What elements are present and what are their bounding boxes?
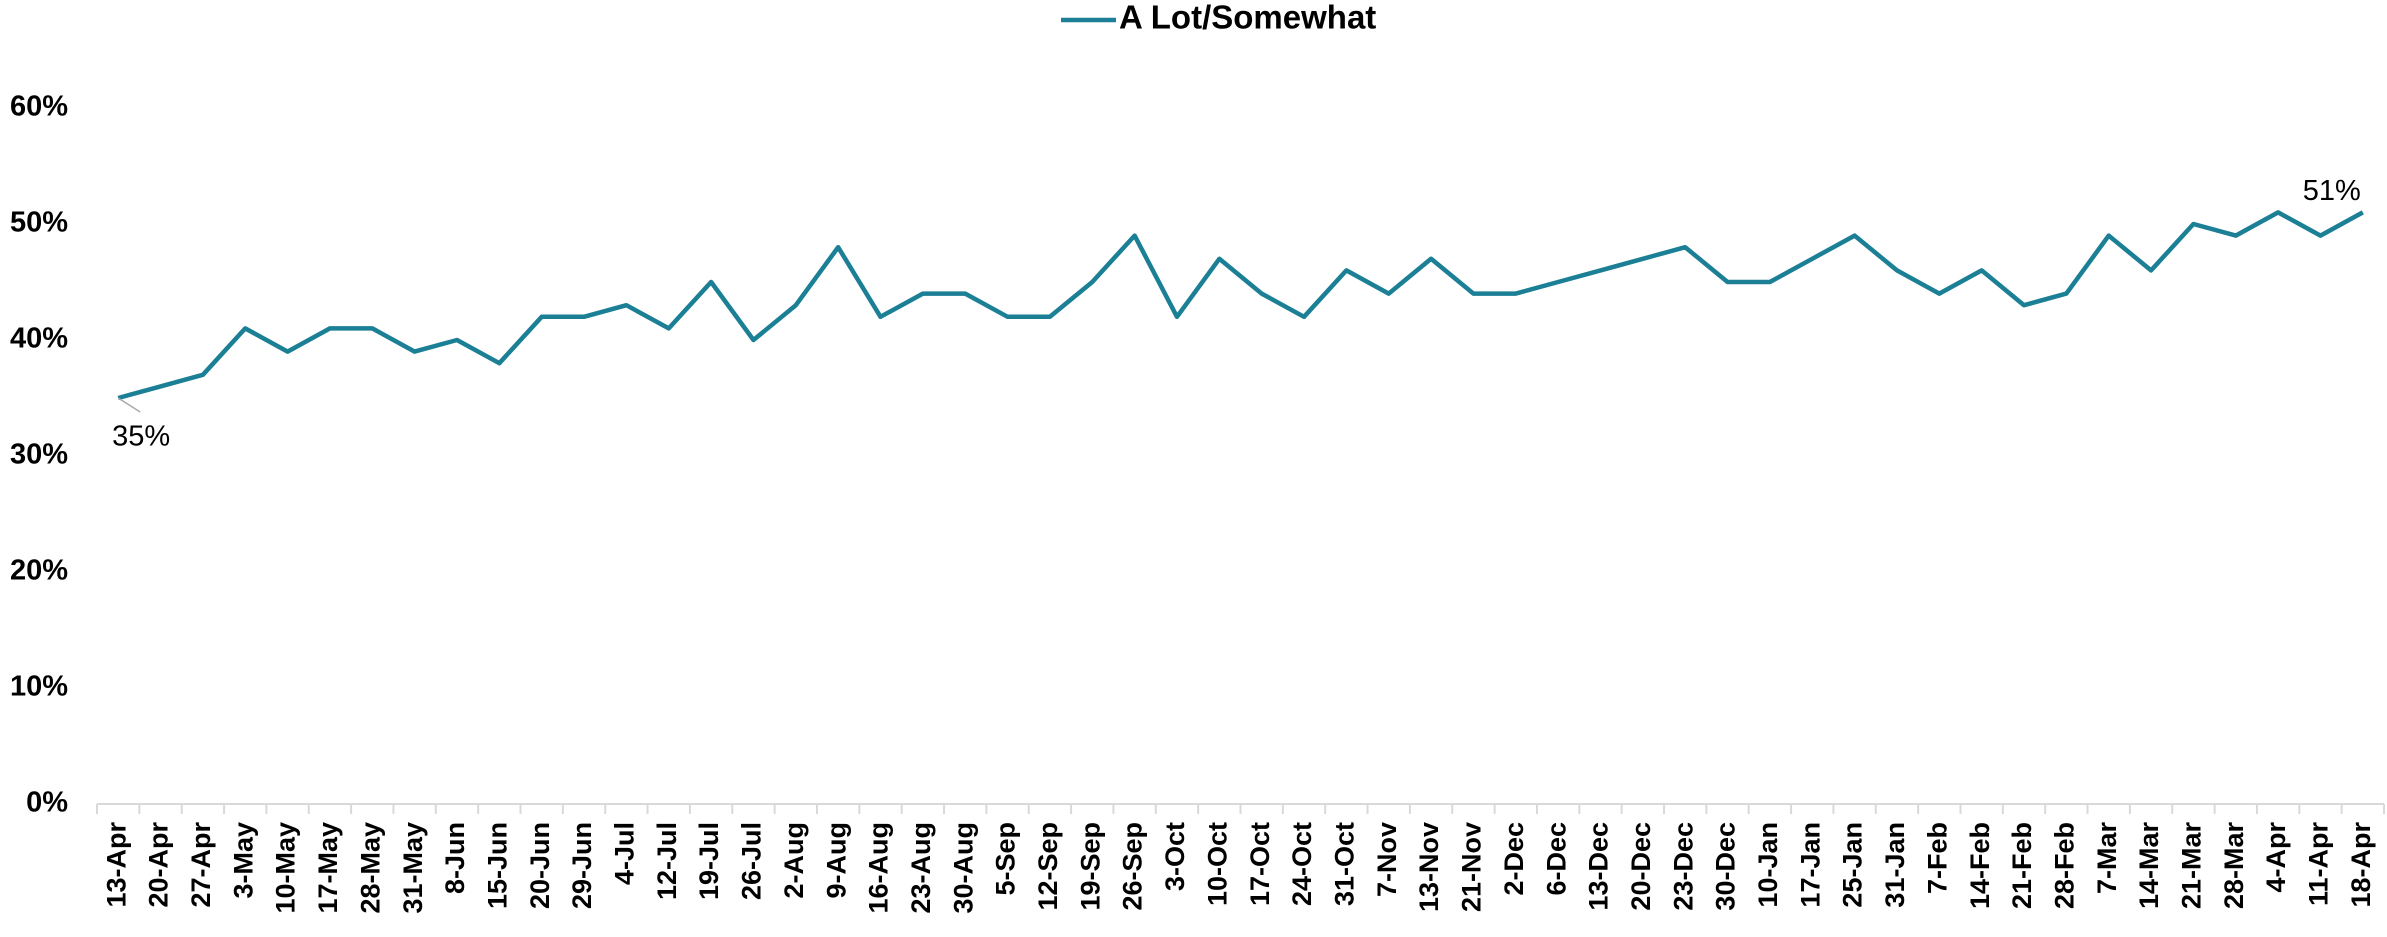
data-label: 35% [112,421,170,453]
x-tick-label: 23-Aug [906,822,936,914]
x-tick-label: 29-Jun [567,822,597,909]
x-tick-label: 10-Oct [1202,822,1232,906]
y-tick-label: 40% [10,323,68,355]
x-tick-label: 13-Nov [1414,822,1444,912]
label-leader [117,397,141,413]
y-tick-label: 50% [10,207,68,239]
x-tick-label: 3-Oct [1160,822,1190,891]
x-tick-label: 23-Dec [1668,822,1698,911]
y-tick-label: 30% [10,439,68,471]
x-tick-label: 19-Jul [694,822,724,900]
x-tick-label: 31-Oct [1330,822,1360,906]
x-tick-label: 20-Jun [525,822,555,909]
x-tick-label: 17-May [313,822,343,914]
x-tick-label: 14-Mar [2134,822,2164,910]
series-line [117,210,2364,401]
x-tick-label: 21-Feb [2007,822,2037,909]
x-tick-label: 16-Aug [864,822,894,914]
x-tick-label: 10-Jan [1753,822,1783,908]
y-tick-label: 20% [10,555,68,587]
x-tick-label: 31-May [398,822,428,914]
x-tick-label: 7-Mar [2092,822,2122,895]
x-tick-label: 18-Apr [2346,822,2376,908]
x-tick-label: 17-Jan [1795,822,1825,908]
x-tick-label: 8-Jun [440,822,470,894]
x-tick-label: 15-Jun [482,822,512,909]
x-tick-label: 2-Aug [779,822,809,899]
x-tick-label: 7-Feb [1922,822,1952,894]
x-tick-label: 7-Nov [1372,822,1402,897]
x-tick-label: 31-Jan [1880,822,1910,908]
data-label: 51% [2303,175,2361,207]
x-tick-label: 30-Aug [948,822,978,914]
y-tick-label: 0% [26,787,68,819]
x-tick-label: 13-Dec [1584,822,1614,911]
x-tick-label: 20-Dec [1626,822,1656,911]
x-tick-label: 24-Oct [1287,822,1317,906]
x-tick-label: 14-Feb [1965,822,1995,909]
x-tick-label: 17-Oct [1245,822,1275,906]
x-tick-label: 4-Jul [610,822,640,885]
x-tick-label: 25-Jan [1838,822,1868,908]
x-tick-label: 19-Sep [1075,822,1105,911]
x-tick-label: 6-Dec [1541,822,1571,896]
x-tick-label: 28-Feb [2049,822,2079,909]
x-tick-label: 11-Apr [2304,822,2334,907]
x-tick-label: 12-Jul [652,822,682,900]
x-tick-label: 27-Apr [186,822,216,908]
x-tick-label: 26-Jul [737,822,767,900]
x-tick-label: 20-Apr [144,822,174,908]
x-tick-label: 28-May [355,822,385,914]
x-tick-label: 13-Apr [101,822,131,908]
y-tick-label: 10% [10,671,68,703]
x-tick-label: 30-Dec [1711,822,1741,911]
legend-label: A Lot/Somewhat [1119,0,1376,36]
x-tick-label: 28-Mar [2219,822,2249,910]
x-tick-label: 2-Dec [1499,822,1529,896]
x-tick-label: 3-May [228,822,258,899]
x-tick-label: 5-Sep [991,822,1021,896]
x-tick-label: 4-Apr [2261,822,2291,893]
x-tick-label: 9-Aug [821,822,851,899]
x-tick-label: 10-May [271,822,301,914]
x-tick-label: 26-Sep [1118,822,1148,911]
y-tick-label: 60% [10,91,68,123]
x-tick-label: 21-Mar [2177,822,2207,910]
x-tick-label: 21-Nov [1457,822,1487,912]
x-tick-label: 12-Sep [1033,822,1063,911]
